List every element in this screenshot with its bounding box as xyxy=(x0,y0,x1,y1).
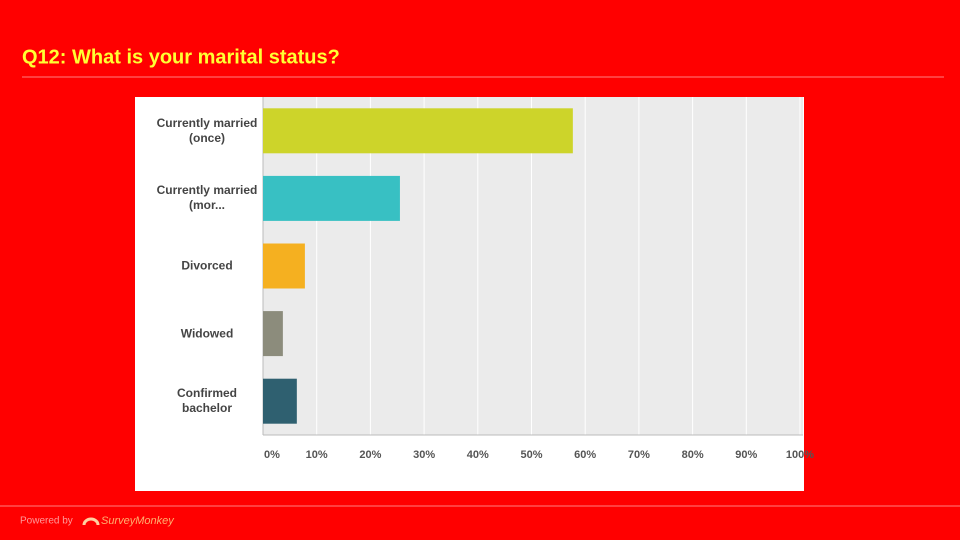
bar xyxy=(263,378,297,424)
x-tick-label: 60% xyxy=(574,449,596,461)
x-tick-label: 50% xyxy=(520,449,542,461)
plot-area xyxy=(263,97,803,435)
x-tick-label: 90% xyxy=(735,449,757,461)
x-tick-label: 80% xyxy=(682,449,704,461)
bar xyxy=(263,311,283,357)
bar xyxy=(263,243,305,289)
x-tick-label: 40% xyxy=(467,449,489,461)
category-label: Confirmed bachelor xyxy=(177,386,237,416)
x-tick-label: 20% xyxy=(359,449,381,461)
powered-by: Powered by xyxy=(20,516,73,527)
x-tick-label: 0% xyxy=(264,449,280,461)
x-tick-label: 100% xyxy=(786,449,814,461)
x-tick-label: 70% xyxy=(628,449,650,461)
x-tick-label: 30% xyxy=(413,449,435,461)
category-label: Currently married (once) xyxy=(156,115,258,145)
bar xyxy=(263,108,573,154)
slide-title: Q12: What is your marital status? xyxy=(22,46,340,68)
category-label: Divorced xyxy=(181,258,233,273)
bar xyxy=(263,175,400,221)
x-tick-label: 10% xyxy=(306,449,328,461)
brand: SurveyMonkey xyxy=(101,515,175,527)
category-label: Currently married (mor... xyxy=(156,183,258,213)
category-label: Widowed xyxy=(180,326,234,341)
brand-logo xyxy=(82,517,100,526)
